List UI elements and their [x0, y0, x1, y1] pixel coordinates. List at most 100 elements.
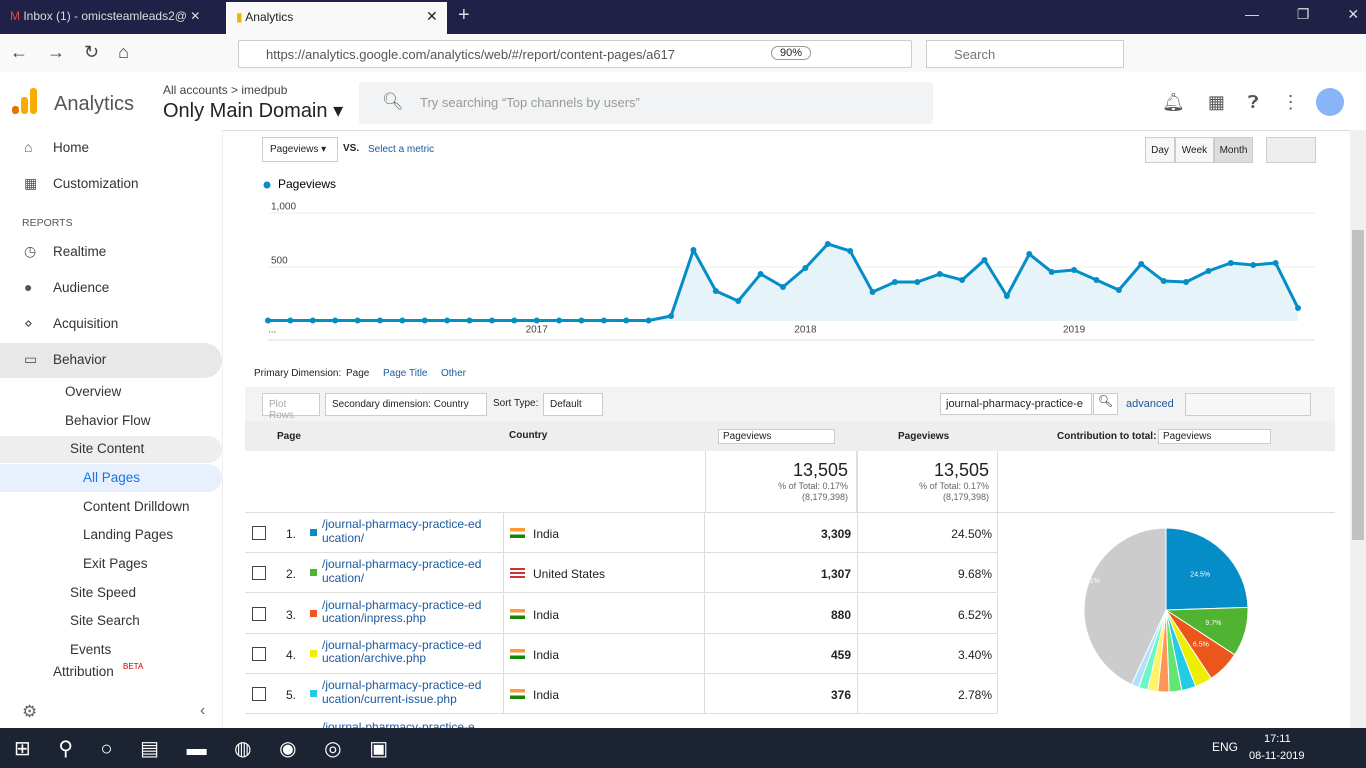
point [1160, 278, 1167, 285]
point [376, 317, 383, 324]
sort-type[interactable]: Default [543, 393, 603, 416]
point [780, 283, 786, 290]
nav-item[interactable]: Acquisition [53, 316, 119, 331]
line-chart: Pageviews 1,000 500... 2017 2018 2019 [263, 177, 1315, 341]
nav-buttons[interactable]: ← → ↻ ⌂ [10, 42, 129, 62]
checkbox[interactable] [252, 606, 266, 621]
page-link[interactable]: /journal-pharmacy-practice-education/ [322, 517, 482, 545]
dimension-option[interactable]: Other [441, 368, 467, 379]
header-select[interactable]: Pageviews [1158, 429, 1271, 444]
page-link[interactable]: /journal-pharmacy-practice-education/arc… [322, 637, 482, 666]
total-value: 13,505 [792, 460, 848, 480]
chart-type[interactable] [1266, 137, 1316, 163]
avatar[interactable] [1316, 88, 1344, 116]
nav-item[interactable]: Behavior Flow [65, 413, 151, 428]
pageviews: 3,309 [820, 527, 851, 541]
point [466, 317, 473, 324]
nav-item[interactable]: All Pages [83, 470, 141, 485]
secondary-dimension[interactable]: Secondary dimension: Country [325, 393, 487, 416]
pageviews: 1,307 [820, 567, 851, 582]
new-tab[interactable]: + [458, 4, 470, 26]
point [1205, 267, 1212, 274]
property[interactable]: Only Main Domain ▾ [163, 100, 344, 122]
point [914, 279, 921, 286]
url-bar[interactable] [238, 40, 912, 68]
sort-label: Sort Type: [493, 398, 539, 409]
tab[interactable]: M Inbox (1) - omicsteamleads2@ ✕ [10, 9, 201, 23]
window-controls[interactable]: — ❐ ✕ [1245, 6, 1360, 22]
row-number: 4. [286, 647, 297, 662]
dimension-option[interactable]: Page Title [383, 368, 428, 379]
collapse[interactable]: ‹ [200, 702, 206, 719]
filter-button[interactable]: 🔍︎ [1093, 393, 1118, 415]
url: https://analytics.google.com/analytics/w… [266, 47, 676, 62]
search-placeholder: Search [954, 47, 996, 62]
nav-item[interactable]: Audience [53, 280, 110, 295]
select-metric[interactable]: Select a metric [368, 144, 435, 155]
nav-item[interactable]: Attribution [53, 664, 114, 679]
pageviews: 376 [830, 688, 851, 703]
plot-rows[interactable]: Plot Rows [262, 393, 320, 421]
page-link[interactable]: /journal-pharmacy-practice-education/ [322, 557, 482, 585]
settings[interactable]: ⚙ [22, 702, 38, 721]
legend-label: Pageviews [278, 177, 336, 191]
checkbox[interactable] [252, 646, 266, 661]
nav-item[interactable]: Realtime [53, 244, 107, 259]
cell-border [503, 513, 705, 553]
nav-item[interactable]: Exit Pages [83, 556, 148, 571]
nav-item[interactable]: Home [53, 140, 90, 155]
advanced[interactable]: advanced [1126, 398, 1174, 410]
point [578, 317, 585, 324]
nav-item[interactable]: Content Drilldown [83, 499, 190, 514]
dimension-option[interactable]: Page [346, 368, 370, 379]
cell-border [857, 633, 998, 674]
search-icon: 🔍︎ [382, 92, 404, 111]
nav-item[interactable]: Site Speed [70, 585, 137, 600]
close[interactable]: ✕ [426, 8, 438, 24]
filter-input[interactable]: journal-pharmacy-practice-e [940, 393, 1092, 415]
ga-search[interactable] [359, 82, 933, 124]
taskbar-icons[interactable]: ⊞ ⚲ ○ ▤ ▬ ◍ ◉ ◎ ▣ [14, 738, 389, 760]
nav-item[interactable]: Events [70, 642, 112, 657]
header-cell: Pageviews [898, 431, 950, 442]
search-box[interactable] [926, 40, 1124, 68]
language[interactable]: ENG [1212, 740, 1239, 754]
percent: 2.78% [957, 688, 992, 703]
swatch [310, 529, 317, 536]
nav-item[interactable]: Landing Pages [83, 527, 174, 542]
row-number: 3. [286, 607, 297, 622]
point [444, 317, 451, 324]
period-button[interactable]: Week [1175, 137, 1214, 163]
header-select[interactable]: Pageviews [718, 429, 835, 444]
period-button[interactable]: Day [1145, 137, 1175, 163]
percent: 3.40% [957, 647, 992, 662]
point [1115, 287, 1122, 294]
total-value: 13,505 [933, 460, 989, 480]
pageviews: 459 [830, 647, 851, 662]
tab-active[interactable] [226, 2, 447, 34]
nav-item[interactable]: Site Search [70, 613, 140, 628]
swatch [310, 690, 317, 698]
page-link[interactable]: /journal-pharmacy-practice-education/inp… [322, 597, 482, 626]
checkbox[interactable] [252, 687, 266, 702]
cell-border [503, 553, 705, 594]
table-row [245, 553, 998, 594]
breadcrumb[interactable]: All accounts > imedpub [163, 83, 288, 97]
zoom[interactable]: 90% [771, 46, 812, 60]
nav-item[interactable]: Customization [53, 176, 139, 191]
period-button[interactable]: Month [1214, 137, 1253, 163]
checkbox[interactable] [252, 566, 266, 581]
checkbox[interactable] [252, 526, 266, 540]
page-link[interactable]: /journal-pharmacy-practice-e [322, 719, 475, 729]
metric-select[interactable] [262, 137, 338, 162]
nav-item[interactable]: Behavior [53, 352, 107, 367]
point [533, 317, 540, 324]
total-base: (8,179,398) [801, 492, 848, 502]
view-buttons[interactable] [1185, 393, 1311, 416]
nav-item[interactable]: Overview [65, 384, 122, 399]
nav-item[interactable]: Site Content [70, 441, 145, 456]
header-icons[interactable]: 🔔︎ ▦ ❓︎ ⋮ [1162, 92, 1300, 112]
point [1295, 305, 1301, 312]
nav-icon: ● [24, 279, 33, 295]
page-link[interactable]: /journal-pharmacy-practice-education/cur… [322, 678, 482, 706]
